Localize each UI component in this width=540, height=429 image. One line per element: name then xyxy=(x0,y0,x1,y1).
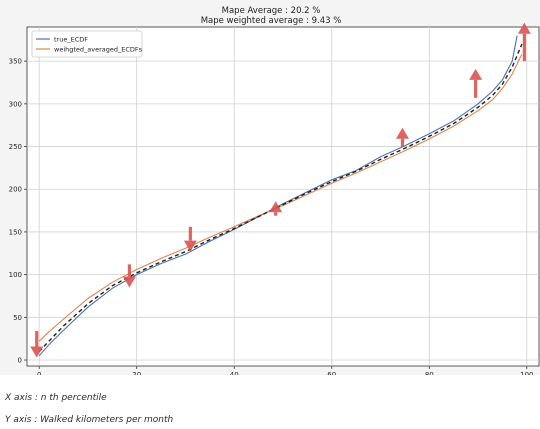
legend-label-true-ecdf: true_ECDF xyxy=(54,36,88,44)
ecdf-chart: Mape Average : 20.2 % Mape weighted aver… xyxy=(9,6,540,375)
x-tick-label: 100 xyxy=(520,371,533,375)
series-line-weihgted-averaged-ecdfs xyxy=(38,54,523,342)
annotation-arrow-up-icon xyxy=(469,68,483,80)
legend-box xyxy=(31,30,143,58)
y-tick-label: 100 xyxy=(9,271,22,279)
x-tick-label: 20 xyxy=(132,371,141,375)
x-tick-label: 40 xyxy=(230,371,239,375)
y-tick-label: 150 xyxy=(9,228,22,236)
annotation-arrow-down-icon xyxy=(30,346,44,358)
legend-label-weihgted-averaged-ecdfs: weihgted_averaged_ECDFs xyxy=(54,46,143,54)
x-tick-label: 60 xyxy=(327,371,336,375)
y-tick-label: 350 xyxy=(9,58,22,66)
y-tick-label: 250 xyxy=(9,143,22,151)
y-tick-label: 300 xyxy=(9,100,22,108)
y-tick-label: 50 xyxy=(13,314,22,322)
y-axis-caption: Y axis : Walked kilometers per month xyxy=(5,415,174,425)
plot-area xyxy=(26,26,540,367)
annotation-arrow-down-icon xyxy=(183,240,197,252)
annotation-arrow-up-icon xyxy=(269,201,283,213)
x-tick-label: 0 xyxy=(37,371,41,375)
x-tick-label: 80 xyxy=(425,371,434,375)
annotation-arrow-up-icon xyxy=(517,22,531,34)
annotation-arrow-down-icon xyxy=(122,276,136,288)
annotation-arrow-up-icon xyxy=(395,127,409,139)
series-line-dashed-2 xyxy=(38,43,523,352)
x-axis-caption: X axis : n th percentile xyxy=(5,393,107,403)
chart-title: Mape Average : 20.2 % xyxy=(222,6,321,16)
series-line-true-ecdf xyxy=(38,35,518,357)
chart-subtitle: Mape weighted average : 9.43 % xyxy=(201,16,342,26)
y-tick-label: 0 xyxy=(18,357,22,365)
y-tick-label: 200 xyxy=(9,186,22,194)
chart-container: Mape Average : 20.2 % Mape weighted aver… xyxy=(0,0,540,375)
